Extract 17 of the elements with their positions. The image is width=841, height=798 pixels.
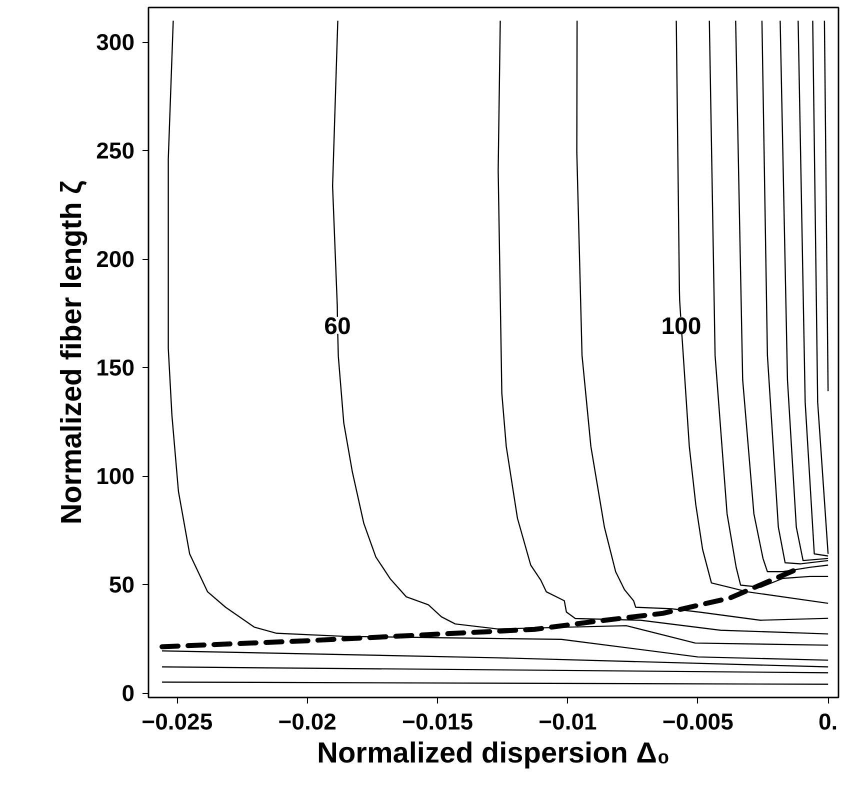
x-tick-label: −0.025	[142, 708, 213, 734]
y-axis-title: Normalized fiber length ζ	[56, 180, 88, 524]
x-tick-label: −0.01	[538, 708, 598, 734]
x-tick-label: −0.005	[662, 708, 734, 734]
y-tick-label: 250	[96, 138, 134, 164]
y-tick-label: 150	[96, 354, 134, 381]
x-axis-title: Normalized dispersion Δ₀	[317, 738, 670, 770]
x-tick-label: −0.02	[278, 708, 336, 734]
y-tick-label: 200	[96, 246, 134, 272]
annotation: 100	[661, 312, 702, 340]
y-tick-label: 300	[96, 29, 134, 56]
y-tick-label: 50	[108, 572, 135, 598]
x-tick-label: −0.015	[402, 708, 474, 734]
y-tick-label: 100	[96, 463, 134, 490]
y-tick-label: 0	[122, 680, 135, 706]
x-tick-label: 0.	[818, 708, 838, 734]
annotation: 60	[324, 312, 351, 340]
